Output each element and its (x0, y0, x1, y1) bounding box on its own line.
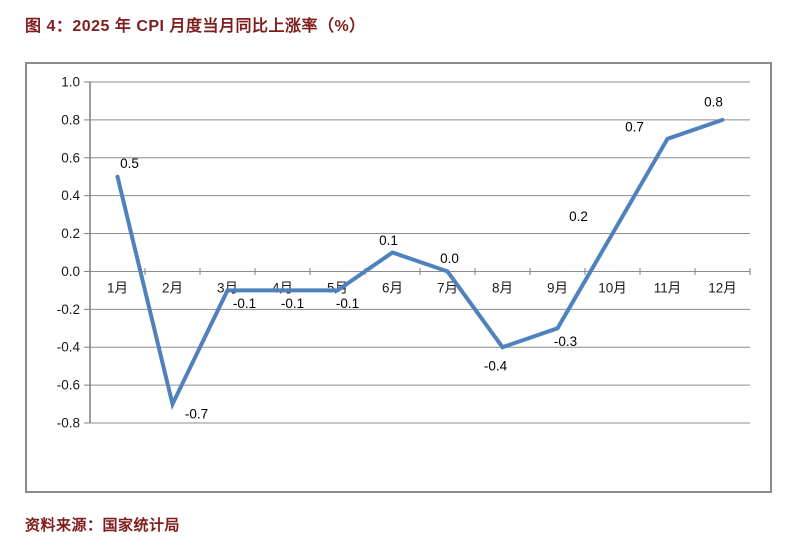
y-tick-label: 1.0 (61, 75, 80, 90)
data-point-label: -0.4 (484, 359, 508, 374)
month-label: 1月 (107, 281, 128, 296)
data-point-label: -0.3 (554, 334, 577, 349)
data-point-label: -0.1 (336, 296, 359, 311)
data-point-label: 0.5 (120, 156, 139, 171)
figure-title: 图 4：2025 年 CPI 月度当月同比上涨率（%） (25, 18, 366, 35)
data-point-label: 0.1 (379, 233, 398, 248)
month-label: 8月 (492, 281, 513, 296)
data-point-label: -0.7 (185, 407, 208, 422)
chart-frame: 1.0 0.8 0.6 0.4 0.2 0.0 -0.2 -0.4 -0.6 -0.8 1月 2月 3月… (25, 62, 772, 493)
data-point-label: 0.2 (569, 209, 588, 224)
y-tick-label: -0.8 (57, 416, 80, 431)
source-note: 资料来源：国家统计局 (25, 517, 181, 534)
y-tick-label: -0.6 (57, 378, 80, 393)
month-label: 2月 (162, 281, 183, 296)
month-label: 11月 (654, 281, 682, 296)
data-point-label: 0.8 (704, 94, 723, 109)
y-tick-label: 0.8 (61, 112, 80, 127)
month-label: 10月 (598, 281, 627, 296)
y-tick-label: 0.2 (61, 226, 80, 241)
month-label: 9月 (547, 281, 568, 296)
series-line (115, 117, 725, 410)
month-label: 12月 (708, 281, 737, 296)
month-label: 6月 (382, 281, 403, 296)
data-point-label: 0.0 (440, 251, 459, 266)
y-tick-label: -0.4 (57, 340, 81, 355)
data-point-label: -0.1 (233, 296, 256, 311)
y-tick-label: 0.6 (61, 150, 80, 165)
data-point-label: -0.1 (281, 296, 304, 311)
data-point-label: 0.7 (625, 119, 644, 134)
y-tick-label: 0.0 (61, 264, 80, 279)
month-label: 7月 (437, 281, 458, 296)
month-label: 4月 (272, 281, 293, 296)
cpi-line-chart: 1.00.80.60.40.20.0-0.2-0.4-0.6-0.81月 2月 3月… (57, 75, 751, 431)
y-tick-label: -0.2 (57, 302, 80, 317)
y-tick-label: 0.4 (61, 188, 80, 203)
